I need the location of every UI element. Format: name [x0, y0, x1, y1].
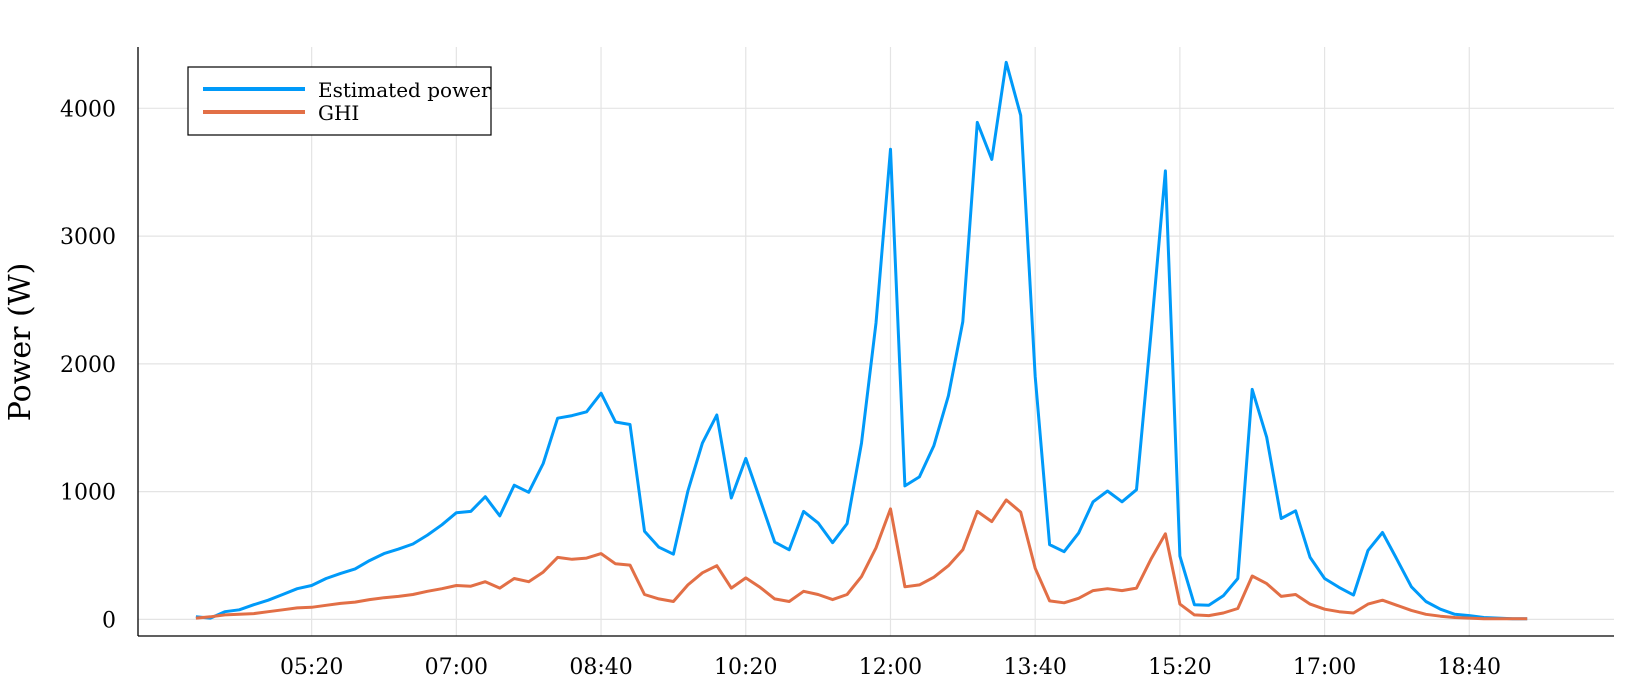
y-axis-title: Power (W) — [3, 263, 38, 422]
x-tick-labels: 05:20 07:00 08:40 10:20 12:00 13:40 15:20 17:00… — [280, 655, 1501, 680]
y-tick-labels: 0 1000 2000 3000 4000 — [60, 97, 116, 633]
series-lines — [195, 60, 1528, 621]
x-tick-label: 18:40 — [1438, 655, 1501, 680]
y-tick-label: 1000 — [60, 481, 116, 506]
y-tick-label: 0 — [102, 608, 116, 633]
x-tick-label: 05:20 — [280, 655, 343, 680]
series-line-estimated-power — [195, 60, 1528, 621]
x-tick-label: 17:00 — [1293, 655, 1356, 680]
x-tick-label: 10:20 — [714, 655, 777, 680]
legend: Estimated power GHI — [187, 66, 492, 136]
grid-lines — [138, 47, 1614, 636]
x-tick-label: 08:40 — [569, 655, 632, 680]
series-line-ghi — [195, 498, 1528, 621]
y-tick-label: 3000 — [60, 225, 116, 250]
x-tick-label: 12:00 — [859, 655, 922, 680]
x-tick-label: 07:00 — [425, 655, 488, 680]
y-tick-label: 4000 — [60, 97, 116, 122]
y-tick-label: 2000 — [60, 353, 116, 378]
axes — [137, 47, 1614, 637]
x-tick-label: 15:20 — [1148, 655, 1211, 680]
x-tick-label: 13:40 — [1003, 655, 1066, 680]
legend-box — [187, 66, 492, 136]
legend-label-ghi: GHI — [318, 101, 359, 125]
legend-label-estimated-power: Estimated power — [318, 78, 491, 102]
